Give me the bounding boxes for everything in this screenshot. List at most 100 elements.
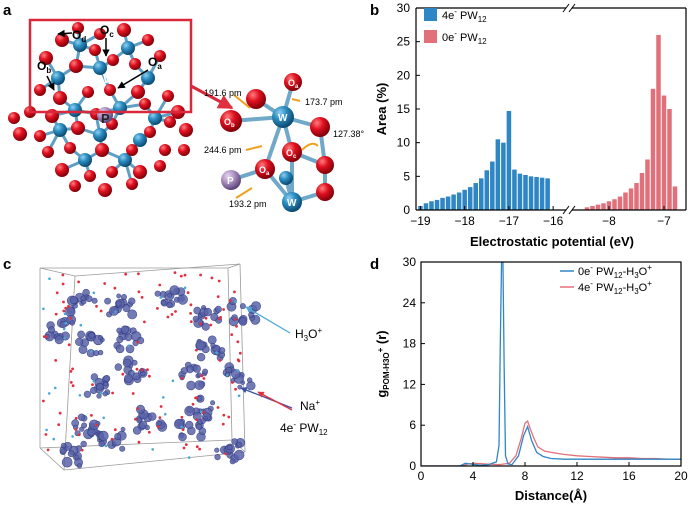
polyoxometalate-cluster	[214, 454, 221, 461]
sodium-ion	[113, 286, 117, 290]
label-w: W	[103, 71, 116, 86]
polyoxometalate-cluster	[210, 312, 219, 321]
sodium-ion	[62, 300, 65, 304]
panel-a-molecule: a Od Oc Ob Oa W P	[3, 2, 365, 212]
polyoxometalate-cluster	[148, 412, 157, 421]
sodium-ion	[218, 359, 222, 362]
sodium-ion	[222, 413, 226, 417]
sodium-ion	[131, 392, 135, 395]
polyoxometalate-cluster	[144, 424, 150, 431]
sodium-ion	[230, 333, 234, 336]
histogram-bar	[473, 183, 478, 210]
polyoxometalate-cluster	[115, 344, 125, 354]
na-label: Na+	[300, 398, 320, 413]
simulation-box-image	[39, 263, 262, 471]
sodium-ion	[180, 377, 184, 380]
polyoxometalate-cluster	[239, 303, 246, 310]
polyoxometalate-cluster	[69, 320, 76, 326]
polyoxometalate-cluster	[103, 381, 109, 387]
sodium-ion	[136, 340, 140, 344]
histogram-bar	[484, 170, 490, 210]
polyoxometalate-cluster	[180, 367, 188, 375]
polyoxometalate-cluster	[210, 400, 216, 406]
polyoxometalate-cluster	[83, 390, 91, 398]
pw12-label: 4e- PW12	[280, 420, 328, 437]
bond-193-label: 193.2 pm	[229, 199, 267, 209]
oxygen-atom	[72, 22, 84, 34]
polyoxometalate-cluster	[167, 292, 173, 298]
sodium-ion	[137, 290, 141, 294]
sodium-ion	[156, 307, 159, 310]
box-edge	[74, 263, 241, 277]
sodium-ion	[74, 416, 78, 420]
polyoxometalate-cluster	[207, 335, 217, 345]
h3o-label: H3O+	[295, 326, 322, 343]
sodium-ion	[158, 416, 162, 419]
keggin-cluster-image	[8, 22, 193, 197]
polyoxometalate-cluster	[185, 420, 194, 430]
polyoxometalate-cluster	[166, 301, 173, 309]
sodium-ion	[184, 443, 188, 446]
hydronium-ion	[42, 307, 45, 311]
sodium-ion	[202, 411, 206, 414]
hydronium-ion	[47, 392, 51, 395]
sodium-ion	[103, 282, 107, 285]
sodium-ion	[90, 414, 93, 417]
polyoxometalate-cluster	[247, 377, 253, 383]
polyoxometalate-cluster	[194, 380, 205, 390]
bond-173-label: 173.7 pm	[305, 97, 343, 107]
polyoxometalate-cluster	[78, 345, 88, 354]
label-od: Od	[72, 28, 86, 44]
polyoxometalate-cluster	[96, 393, 102, 399]
histogram-bar	[495, 139, 501, 210]
polyoxometalate-cluster	[203, 307, 213, 317]
rdf-plot: 0 6 12 18 24 30 0 4 8 12 16 20 Distance(Å) gPOM-H3O+ …	[374, 255, 688, 503]
axis-break-mark	[562, 3, 570, 13]
hydronium-ion	[215, 351, 218, 355]
sodium-ion	[54, 359, 58, 362]
polyoxometalate-cluster	[132, 372, 141, 381]
sodium-ion	[99, 309, 103, 313]
tungsten-atom	[53, 123, 67, 137]
hydronium-ion	[100, 392, 103, 395]
polyoxometalate-cluster	[227, 444, 233, 451]
hydronium-ion	[54, 386, 57, 390]
histogram-bar	[645, 159, 650, 210]
polyoxometalate-cluster	[161, 299, 167, 306]
sodium-ion	[191, 402, 195, 406]
polyoxometalate-cluster	[198, 427, 207, 436]
polyoxometalate-cluster	[186, 380, 196, 391]
polyoxometalate-cluster	[115, 300, 122, 307]
polyoxometalate-cluster	[80, 295, 86, 302]
arrow-h3o	[245, 306, 291, 334]
sodium-ion	[238, 351, 242, 355]
sodium-ion	[121, 372, 125, 376]
box-edge	[39, 267, 76, 277]
x-tick-label: 12	[570, 469, 584, 483]
sodium-ion	[199, 273, 203, 277]
box-edge	[227, 267, 233, 441]
x-tick-label: −16	[543, 214, 564, 228]
sodium-ion	[95, 304, 98, 308]
y-tick-label: 25	[397, 35, 411, 49]
polyoxometalate-cluster	[178, 432, 187, 442]
polyoxometalate-cluster	[74, 454, 80, 460]
sodium-ion	[199, 322, 203, 326]
polyoxometalate-cluster	[116, 293, 122, 299]
y-tick-label: 15	[397, 102, 411, 116]
polyoxometalate-cluster	[184, 405, 195, 417]
hydronium-ion	[151, 448, 154, 451]
polyoxometalate-cluster	[116, 335, 124, 343]
sodium-ion	[77, 433, 81, 436]
zoom-w2-label: W	[287, 198, 297, 209]
polyoxometalate-cluster	[89, 386, 98, 395]
zoom-wo6-unit: W W P Oa Ob Oc Oa 191.6 pm 173.7 pm 127.…	[204, 73, 365, 212]
sodium-ion	[174, 310, 177, 313]
y-tick-label: 20	[397, 68, 411, 82]
sodium-ion	[195, 445, 199, 449]
label-ob: Ob	[37, 59, 51, 75]
box-edge	[227, 263, 241, 269]
hydronium-ion	[92, 380, 96, 383]
histogram-bar	[667, 109, 672, 210]
polyoxometalate-cluster	[61, 456, 73, 468]
